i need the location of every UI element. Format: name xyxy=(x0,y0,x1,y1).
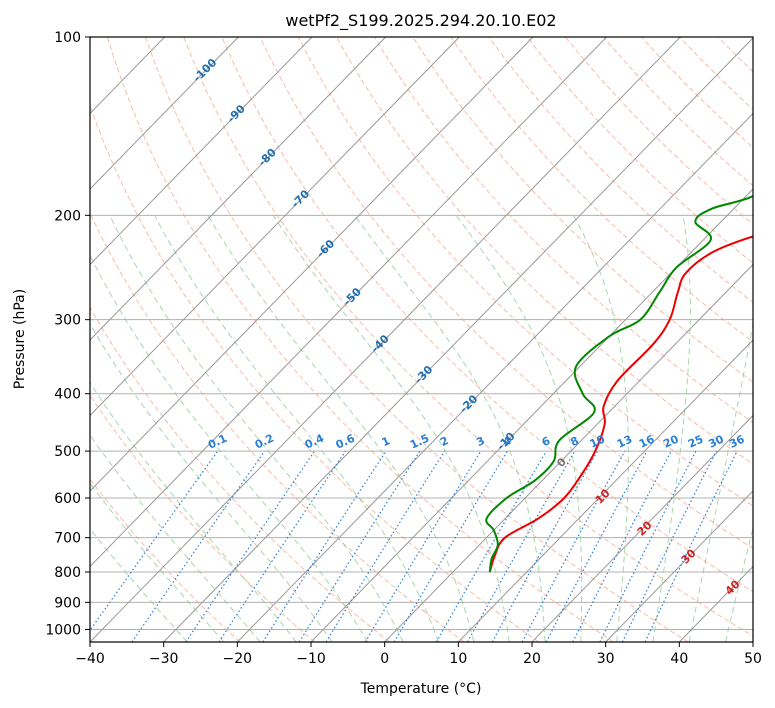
x-axis-title: Temperature (°C) xyxy=(360,681,482,697)
moist-adiabat xyxy=(90,254,369,642)
moist-adiabat xyxy=(573,215,629,642)
moist-adiabat xyxy=(272,215,510,642)
dry-adiabat xyxy=(145,37,689,642)
moist-adiabat xyxy=(354,215,546,642)
temperature-line xyxy=(488,235,753,573)
isotherm-line xyxy=(90,37,534,492)
isotherm-line xyxy=(90,37,460,417)
mixing-ratio-label: 13 xyxy=(615,433,634,451)
dry-adiabat xyxy=(603,37,753,187)
mixing-ratio-line xyxy=(621,450,717,642)
dry-adiabat xyxy=(297,37,753,507)
x-tick-label: 40 xyxy=(670,651,688,667)
x-tick-label: −30 xyxy=(149,651,179,667)
y-tick-label: 500 xyxy=(54,444,81,460)
isotherm-line xyxy=(236,112,753,642)
y-tick-label: 900 xyxy=(54,595,81,611)
isotherm-line xyxy=(163,37,753,642)
mixing-ratio-label: 10 xyxy=(588,432,608,450)
x-tick-label: 0 xyxy=(380,651,389,667)
moist-adiabat xyxy=(90,482,225,642)
moist-adiabat xyxy=(688,320,753,642)
dry-adiabat xyxy=(183,37,753,637)
chart-title: wetPf2_S199.2025.294.20.10.E02 xyxy=(285,11,556,31)
dry-adiabat xyxy=(412,37,753,383)
x-tick-label: 20 xyxy=(523,651,541,667)
moist-adiabat xyxy=(90,434,261,642)
isotherm-line xyxy=(90,37,681,642)
mixing-ratio-line xyxy=(644,450,738,642)
isotherm-line xyxy=(90,37,608,568)
x-tick-label: −40 xyxy=(75,651,105,667)
mixing-ratio-line xyxy=(262,450,387,642)
mixing-ratio-line xyxy=(325,450,446,642)
dry-adiabat xyxy=(335,37,753,465)
mixing-ratio-label: 16 xyxy=(637,432,657,450)
axes-layer: -100-90-80-70-60-50-40-30-20-100.1 0.2 0.4… xyxy=(45,30,762,667)
dry-adiabat xyxy=(641,37,753,149)
mixing-ratio-line xyxy=(90,450,219,632)
moist-adiabat xyxy=(154,215,439,642)
mixing-ratio-label: 30 xyxy=(707,432,727,450)
dry-adiabat xyxy=(90,394,316,642)
y-tick-label: 300 xyxy=(54,313,81,329)
mixing-ratio-label: 36 xyxy=(727,432,747,450)
dry-adiabat xyxy=(90,306,390,642)
mixing-ratio-label: 20 xyxy=(661,432,681,450)
y-axis-title: Pressure (hPa) xyxy=(12,289,28,389)
dry-adiabat xyxy=(107,37,614,642)
x-tick-label: 50 xyxy=(744,651,762,667)
dewpoint-line xyxy=(485,194,753,573)
dry-adiabat xyxy=(526,37,753,264)
y-tick-label: 600 xyxy=(54,491,81,507)
dry-adiabat xyxy=(90,104,540,642)
moist-adiabat xyxy=(90,381,297,642)
x-tick-label: 10 xyxy=(449,651,467,667)
x-tick-label: 30 xyxy=(597,651,615,667)
mixing-ratio-line xyxy=(435,450,547,642)
plot-area xyxy=(90,37,753,642)
y-tick-label: 1000 xyxy=(45,622,81,638)
isotherm-line xyxy=(605,490,753,642)
isotherm-line xyxy=(90,37,313,266)
y-tick-label: 200 xyxy=(54,208,81,224)
moist-adiabat xyxy=(109,215,404,642)
moist-adiabat xyxy=(652,215,691,642)
moist-adiabat xyxy=(455,215,583,642)
mixing-ratio-line xyxy=(364,450,482,642)
moist-adiabat xyxy=(90,322,333,642)
isotherm-line xyxy=(384,263,753,642)
mixing-ratio-label: 25 xyxy=(686,433,705,451)
isotherm-line xyxy=(531,414,753,642)
mixing-ratio-line xyxy=(521,450,626,642)
y-tick-label: 700 xyxy=(54,531,81,547)
mixing-ratio-line xyxy=(466,450,576,642)
moist-adiabat xyxy=(90,528,188,642)
x-tick-label: −20 xyxy=(223,651,253,667)
dry-adiabat xyxy=(450,37,753,343)
isotherm-line xyxy=(90,37,239,190)
x-tick-label: −10 xyxy=(296,651,326,667)
isotherm-line xyxy=(457,339,753,642)
mixing-ratio-line xyxy=(491,450,599,642)
dry-adiabat xyxy=(374,37,753,424)
mixing-ratio-line xyxy=(393,450,508,642)
plot-frame xyxy=(89,36,754,643)
mixing-ratio-line xyxy=(298,450,421,642)
y-tick-label: 400 xyxy=(54,387,81,403)
moist-adiabat xyxy=(207,215,475,642)
y-tick-label: 100 xyxy=(54,30,81,46)
y-tick-label: 800 xyxy=(54,565,81,581)
